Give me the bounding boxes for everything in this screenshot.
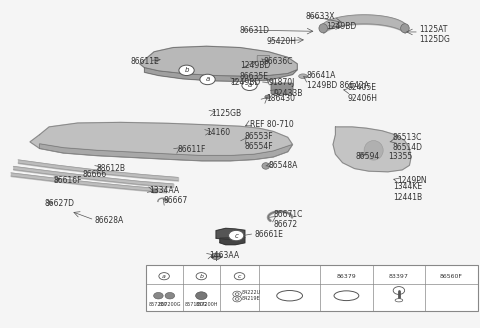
Text: 1249BD: 1249BD <box>230 77 261 87</box>
Text: 1249BD
86635E: 1249BD 86635E <box>240 61 270 81</box>
Text: 86616F: 86616F <box>54 176 83 185</box>
Polygon shape <box>144 68 297 81</box>
Text: 13355: 13355 <box>388 152 412 161</box>
Text: b: b <box>199 274 204 279</box>
Ellipse shape <box>319 24 327 33</box>
Bar <box>145 265 478 311</box>
Text: 86667: 86667 <box>164 196 188 205</box>
Circle shape <box>265 95 271 99</box>
Text: 83397: 83397 <box>389 274 409 279</box>
Text: 86594: 86594 <box>356 152 380 161</box>
Text: 186430: 186430 <box>266 94 295 103</box>
Polygon shape <box>216 228 245 239</box>
Circle shape <box>233 291 241 297</box>
Text: 92433B: 92433B <box>274 89 303 98</box>
Text: c: c <box>238 274 241 279</box>
Circle shape <box>233 296 241 302</box>
Text: 1334AA: 1334AA <box>149 186 180 195</box>
Text: 1125GB: 1125GB <box>211 109 241 118</box>
Text: a: a <box>162 274 166 279</box>
Text: 92405E
92406H: 92405E 92406H <box>348 83 377 103</box>
Text: c: c <box>234 233 238 238</box>
Text: a: a <box>205 76 210 82</box>
Polygon shape <box>220 237 245 245</box>
Circle shape <box>228 230 244 241</box>
Text: 86666: 86666 <box>83 170 107 179</box>
Ellipse shape <box>395 298 403 302</box>
Circle shape <box>235 293 239 296</box>
Circle shape <box>154 293 163 299</box>
Circle shape <box>211 253 221 260</box>
Text: 86641A
1249BD 86642A: 86641A 1249BD 86642A <box>307 71 369 91</box>
Circle shape <box>196 273 206 280</box>
Text: 91870J: 91870J <box>269 77 295 87</box>
Ellipse shape <box>262 163 270 169</box>
Text: 88612B: 88612B <box>97 164 126 173</box>
Ellipse shape <box>299 74 307 78</box>
Text: 1344KE
12441B: 1344KE 12441B <box>393 182 422 202</box>
Circle shape <box>234 273 245 280</box>
Polygon shape <box>30 122 292 161</box>
Ellipse shape <box>364 141 383 160</box>
Circle shape <box>200 74 215 85</box>
Text: 86627D: 86627D <box>44 199 74 208</box>
Text: REF 80-710: REF 80-710 <box>250 120 293 129</box>
Text: 86513C
86514D: 86513C 86514D <box>393 133 423 152</box>
FancyBboxPatch shape <box>257 55 270 61</box>
Text: 86631D: 86631D <box>240 26 270 35</box>
Circle shape <box>393 287 405 295</box>
Polygon shape <box>39 144 292 161</box>
Text: 86611F: 86611F <box>178 145 206 154</box>
Polygon shape <box>333 127 411 172</box>
Circle shape <box>242 80 257 91</box>
Text: 857100G: 857100G <box>184 302 207 307</box>
Circle shape <box>159 273 169 280</box>
Text: 1249PN: 1249PN <box>397 176 427 185</box>
Text: b: b <box>184 67 189 73</box>
Text: 857200: 857200 <box>149 302 168 307</box>
Text: 857200H: 857200H <box>196 302 218 307</box>
Text: 95420H: 95420H <box>266 37 296 46</box>
Text: 1249BD: 1249BD <box>326 22 356 31</box>
Circle shape <box>165 293 175 299</box>
Text: 84219E: 84219E <box>242 297 261 301</box>
Text: 84222U: 84222U <box>242 290 261 295</box>
Ellipse shape <box>401 24 409 33</box>
Circle shape <box>235 298 239 300</box>
Text: 86611E: 86611E <box>130 57 159 66</box>
Text: 86636C: 86636C <box>264 57 293 66</box>
Ellipse shape <box>334 291 359 300</box>
Text: 86661E: 86661E <box>254 230 283 239</box>
Text: 86379: 86379 <box>336 274 356 279</box>
Text: 86553F
86554F: 86553F 86554F <box>245 132 274 151</box>
Polygon shape <box>140 46 297 76</box>
Text: 86560F: 86560F <box>440 274 463 279</box>
Text: a: a <box>247 82 252 88</box>
Circle shape <box>179 65 194 75</box>
Text: 86671C
86672: 86671C 86672 <box>274 210 303 229</box>
Text: 86633X: 86633X <box>306 11 336 21</box>
Text: 1125AT
1125DG: 1125AT 1125DG <box>419 25 450 44</box>
Text: 1463AA: 1463AA <box>209 251 239 260</box>
FancyBboxPatch shape <box>271 83 293 94</box>
Text: 857200G: 857200G <box>158 302 181 307</box>
FancyBboxPatch shape <box>153 189 157 193</box>
Ellipse shape <box>277 291 302 301</box>
Text: 14160: 14160 <box>206 128 231 137</box>
Text: 86628A: 86628A <box>95 216 124 225</box>
Text: 86548A: 86548A <box>269 161 298 171</box>
Circle shape <box>196 292 207 299</box>
